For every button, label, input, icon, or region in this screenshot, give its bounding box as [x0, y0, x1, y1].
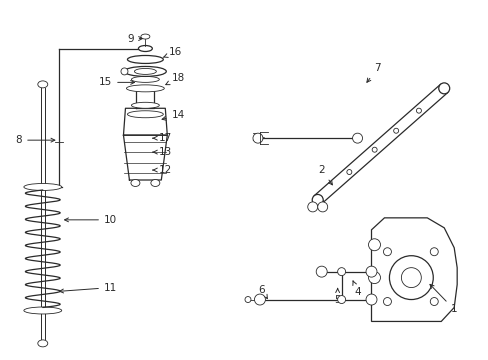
Text: 9: 9 [127, 33, 142, 44]
Circle shape [429, 248, 437, 256]
Polygon shape [371, 218, 456, 321]
Text: 16: 16 [163, 48, 182, 58]
Text: 7: 7 [366, 63, 380, 82]
Text: 13: 13 [153, 147, 172, 157]
Circle shape [368, 272, 380, 284]
Circle shape [429, 298, 437, 306]
Polygon shape [313, 84, 447, 204]
Circle shape [252, 133, 263, 143]
Circle shape [121, 68, 128, 75]
Text: 3: 3 [251, 133, 264, 143]
Polygon shape [123, 135, 167, 180]
Circle shape [316, 266, 326, 277]
Circle shape [254, 294, 265, 305]
Circle shape [371, 147, 376, 152]
Text: 2: 2 [318, 165, 332, 185]
Ellipse shape [126, 85, 164, 92]
Circle shape [416, 108, 421, 113]
Text: 14: 14 [162, 110, 184, 120]
Ellipse shape [127, 111, 163, 118]
Circle shape [366, 294, 376, 305]
Text: 5: 5 [334, 288, 340, 305]
Circle shape [368, 239, 380, 251]
Circle shape [346, 170, 351, 175]
Circle shape [352, 133, 362, 143]
Text: 4: 4 [352, 281, 360, 297]
Ellipse shape [141, 34, 149, 39]
Circle shape [337, 296, 345, 303]
Ellipse shape [124, 67, 166, 76]
Circle shape [393, 128, 398, 133]
Text: 6: 6 [258, 284, 267, 298]
Ellipse shape [38, 340, 48, 347]
Ellipse shape [244, 297, 250, 302]
Circle shape [366, 266, 376, 277]
Ellipse shape [138, 45, 152, 51]
Text: 18: 18 [165, 73, 184, 85]
Circle shape [307, 202, 317, 212]
Ellipse shape [24, 307, 61, 314]
Text: 17: 17 [153, 133, 172, 143]
Text: 11: 11 [60, 283, 117, 293]
Ellipse shape [134, 68, 156, 75]
Circle shape [401, 268, 421, 288]
Text: 1: 1 [429, 284, 457, 315]
Ellipse shape [151, 180, 160, 186]
Ellipse shape [127, 55, 163, 63]
Ellipse shape [131, 180, 140, 186]
Circle shape [383, 298, 390, 306]
Circle shape [438, 83, 449, 94]
Circle shape [312, 194, 323, 206]
Ellipse shape [131, 76, 159, 82]
Circle shape [337, 268, 345, 276]
Circle shape [383, 248, 390, 256]
Circle shape [388, 256, 432, 300]
Ellipse shape [131, 102, 159, 108]
Ellipse shape [38, 81, 48, 88]
Polygon shape [123, 108, 167, 135]
Polygon shape [136, 86, 154, 108]
Text: 12: 12 [153, 165, 172, 175]
Text: 8: 8 [16, 135, 55, 145]
Circle shape [317, 202, 327, 212]
Text: 10: 10 [64, 215, 117, 225]
Text: 15: 15 [99, 77, 134, 87]
Ellipse shape [24, 184, 61, 190]
